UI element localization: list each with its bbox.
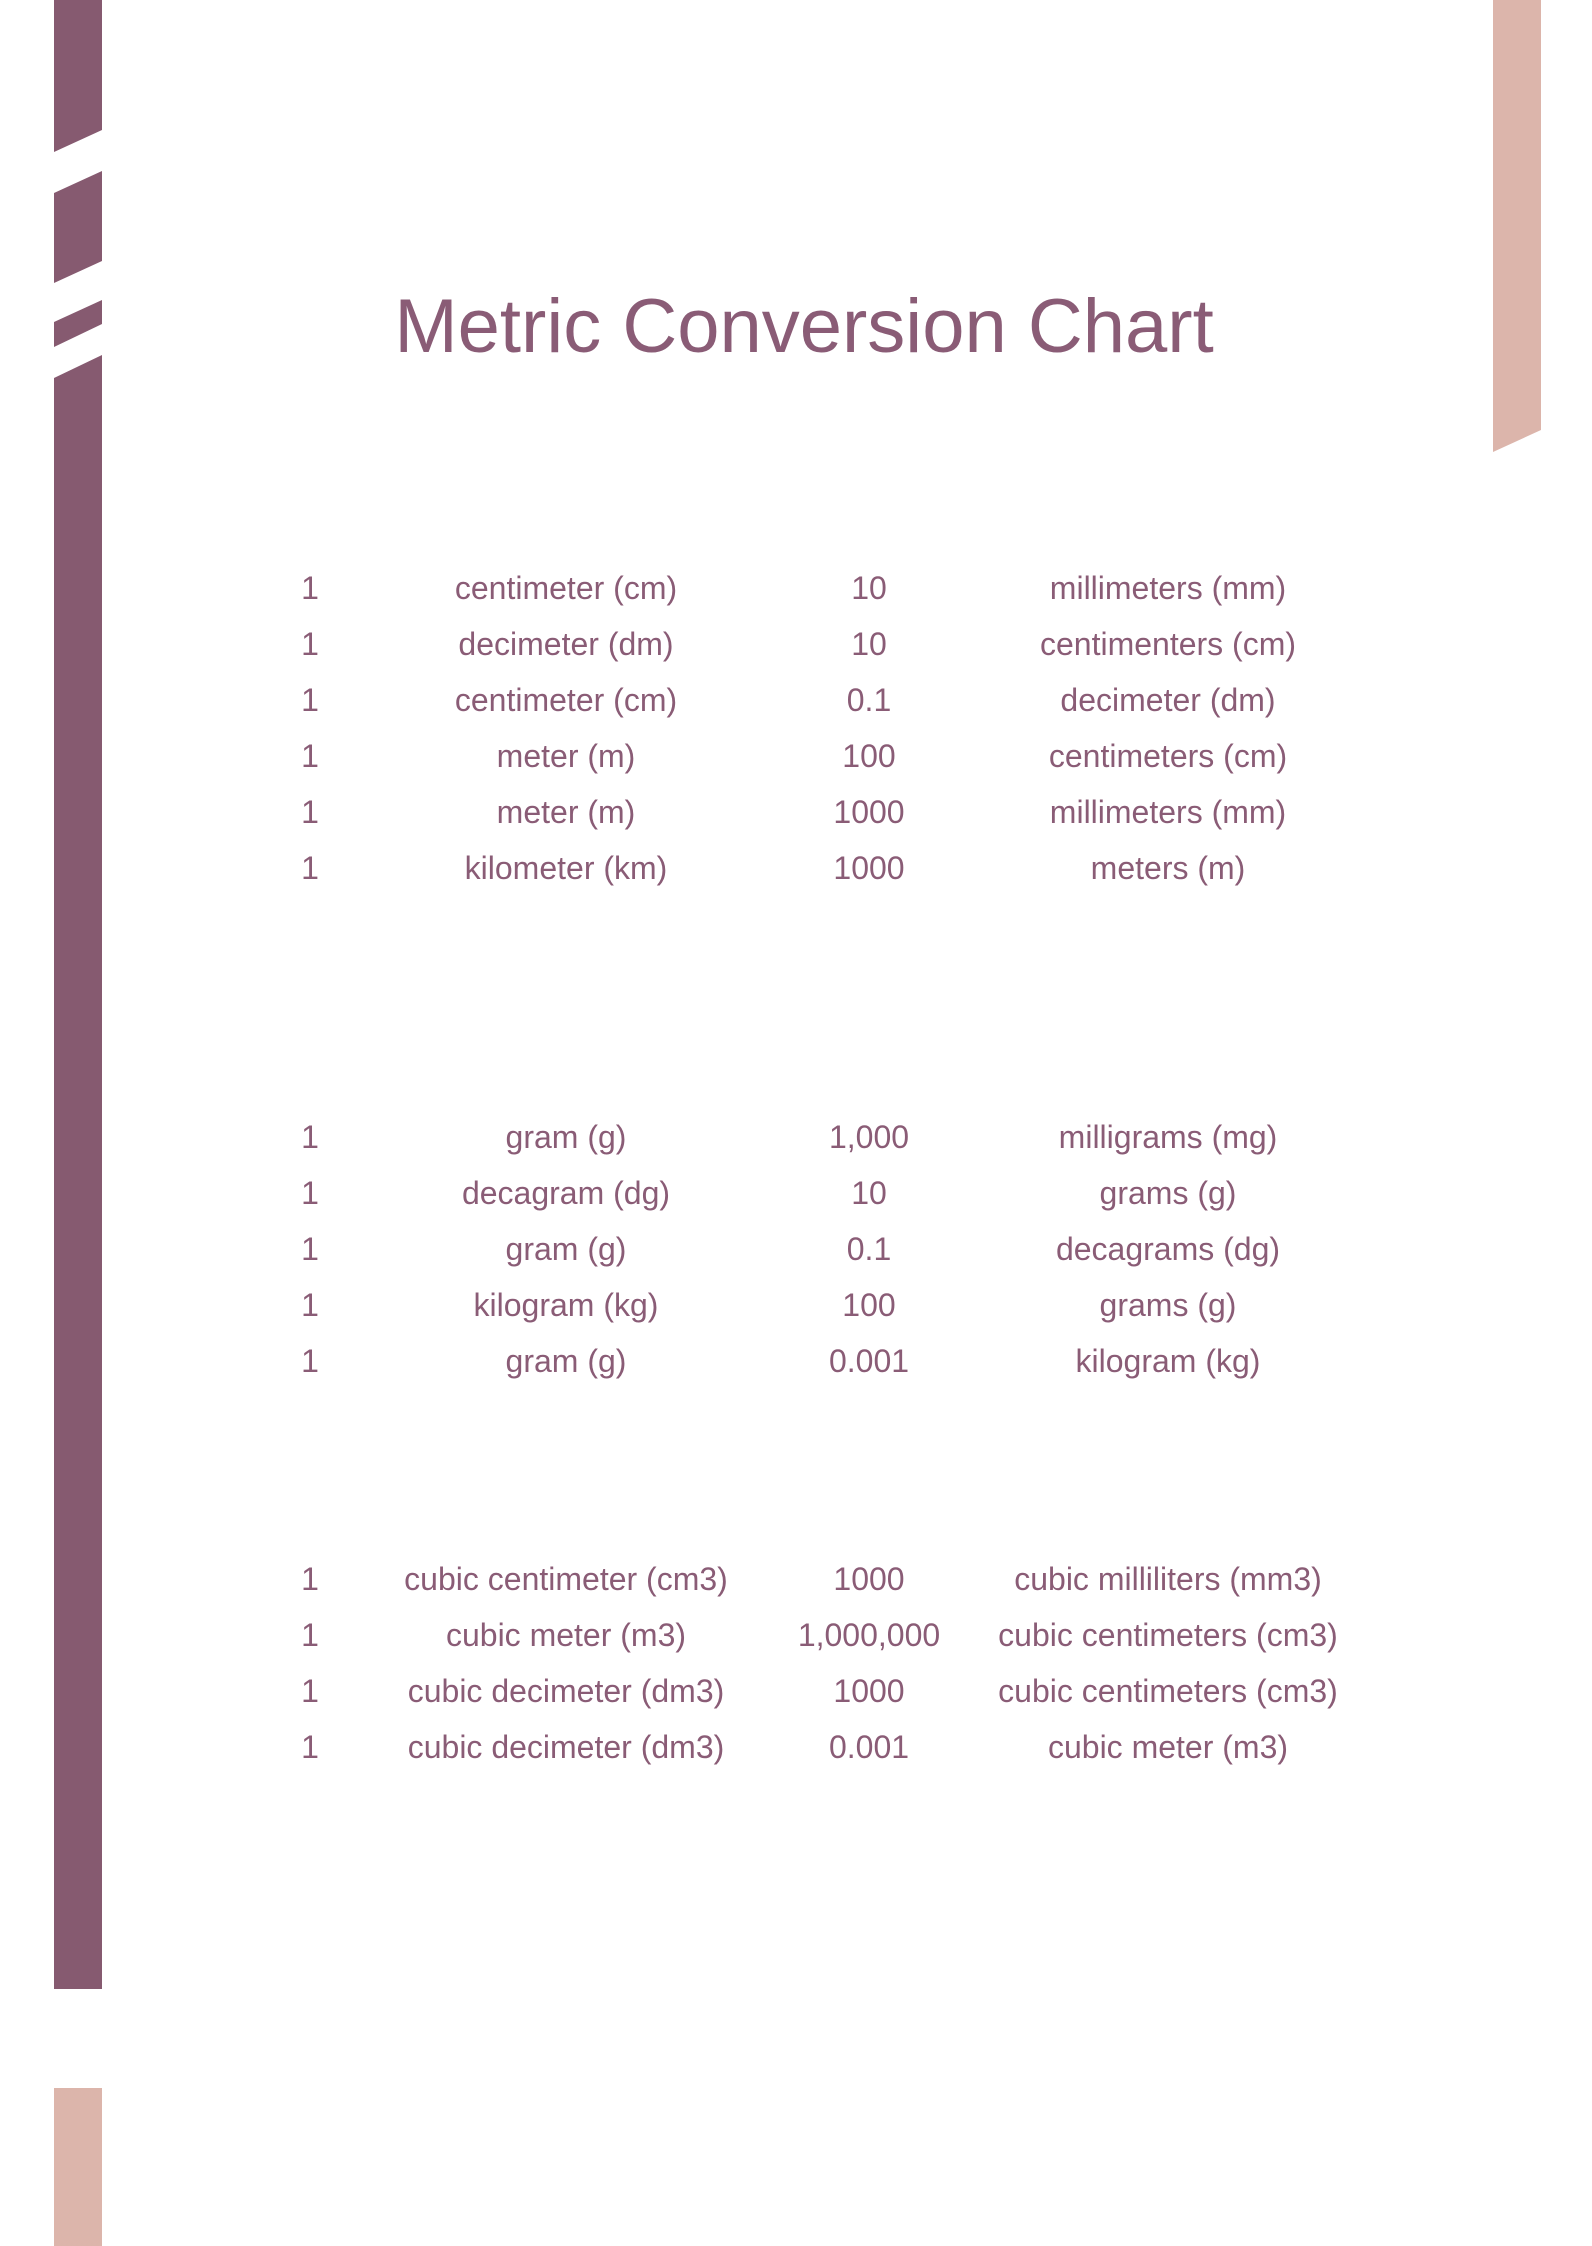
table-row: 1 decagram (dg) 10 grams (g) bbox=[240, 1165, 1350, 1221]
value-cell: 1,000,000 bbox=[797, 1617, 941, 1653]
quantity-cell: 1 bbox=[301, 1287, 319, 1323]
from-unit-cell: meter (m) bbox=[496, 738, 636, 774]
from-unit-cell: decimeter (dm) bbox=[458, 626, 674, 662]
to-unit-cell: grams (g) bbox=[1099, 1287, 1237, 1323]
table-row: 1 centimeter (cm) 0.1 decimeter (dm) bbox=[240, 672, 1350, 728]
from-unit-cell: kilogram (kg) bbox=[473, 1287, 659, 1323]
quantity-cell: 1 bbox=[301, 682, 319, 718]
to-unit-cell: millimeters (mm) bbox=[1049, 570, 1287, 606]
table-row: 1 meter (m) 100 centimeters (cm) bbox=[240, 728, 1350, 784]
quantity-cell: 1 bbox=[301, 738, 319, 774]
to-unit-cell: grams (g) bbox=[1099, 1175, 1237, 1211]
from-unit-cell: cubic meter (m3) bbox=[445, 1617, 687, 1653]
quantity-cell: 1 bbox=[301, 794, 319, 830]
to-unit-cell: milligrams (mg) bbox=[1058, 1119, 1278, 1155]
right-accent-bar bbox=[1493, 0, 1541, 452]
bottom-left-accent-bar bbox=[54, 2088, 102, 2246]
to-unit-cell: centimenters (cm) bbox=[1039, 626, 1297, 662]
from-unit-cell: centimeter (cm) bbox=[454, 682, 678, 718]
value-cell: 10 bbox=[851, 626, 887, 662]
to-unit-cell: cubic meter (m3) bbox=[1047, 1729, 1289, 1765]
from-unit-cell: kilometer (km) bbox=[464, 850, 668, 886]
left-accent-bar-segment-1 bbox=[54, 0, 102, 152]
quantity-cell: 1 bbox=[301, 1175, 319, 1211]
table-row: 1 cubic meter (m3) 1,000,000 cubic centi… bbox=[240, 1607, 1350, 1663]
quantity-cell: 1 bbox=[301, 1231, 319, 1267]
table-row: 1 kilometer (km) 1000 meters (m) bbox=[240, 840, 1350, 896]
table-row: 1 kilogram (kg) 100 grams (g) bbox=[240, 1277, 1350, 1333]
quantity-cell: 1 bbox=[301, 1729, 319, 1765]
table-row: 1 gram (g) 0.1 decagrams (dg) bbox=[240, 1221, 1350, 1277]
value-cell: 1,000 bbox=[828, 1119, 910, 1155]
to-unit-cell: centimeters (cm) bbox=[1048, 738, 1288, 774]
table-row: 1 centimeter (cm) 10 millimeters (mm) bbox=[240, 560, 1350, 616]
to-unit-cell: meters (m) bbox=[1090, 850, 1246, 886]
from-unit-cell: centimeter (cm) bbox=[454, 570, 678, 606]
table-row: 1 cubic centimeter (cm3) 1000 cubic mill… bbox=[240, 1551, 1350, 1607]
left-accent-bar-segment-4 bbox=[54, 355, 102, 1989]
quantity-cell: 1 bbox=[301, 1673, 319, 1709]
length-conversion-table: 1 centimeter (cm) 10 millimeters (mm) 1 … bbox=[240, 560, 1350, 896]
quantity-cell: 1 bbox=[301, 1617, 319, 1653]
quantity-cell: 1 bbox=[301, 570, 319, 606]
value-cell: 0.1 bbox=[846, 682, 892, 718]
mass-conversion-table: 1 gram (g) 1,000 milligrams (mg) 1 decag… bbox=[240, 1109, 1350, 1389]
volume-conversion-table: 1 cubic centimeter (cm3) 1000 cubic mill… bbox=[240, 1551, 1350, 1775]
from-unit-cell: cubic decimeter (dm3) bbox=[407, 1673, 725, 1709]
left-accent-bar-segment-2 bbox=[54, 171, 102, 283]
from-unit-cell: gram (g) bbox=[505, 1119, 627, 1155]
from-unit-cell: gram (g) bbox=[505, 1343, 627, 1379]
value-cell: 1000 bbox=[833, 1561, 905, 1597]
value-cell: 1000 bbox=[833, 794, 905, 830]
value-cell: 100 bbox=[842, 1287, 896, 1323]
from-unit-cell: cubic decimeter (dm3) bbox=[407, 1729, 725, 1765]
value-cell: 0.001 bbox=[828, 1729, 910, 1765]
from-unit-cell: decagram (dg) bbox=[461, 1175, 671, 1211]
value-cell: 10 bbox=[851, 570, 887, 606]
value-cell: 0.1 bbox=[846, 1231, 892, 1267]
table-row: 1 meter (m) 1000 millimeters (mm) bbox=[240, 784, 1350, 840]
value-cell: 10 bbox=[851, 1175, 887, 1211]
to-unit-cell: cubic milliliters (mm3) bbox=[1014, 1561, 1322, 1597]
from-unit-cell: cubic centimeter (cm3) bbox=[404, 1561, 728, 1597]
quantity-cell: 1 bbox=[301, 1343, 319, 1379]
value-cell: 0.001 bbox=[828, 1343, 910, 1379]
table-row: 1 cubic decimeter (dm3) 0.001 cubic mete… bbox=[240, 1719, 1350, 1775]
table-row: 1 decimeter (dm) 10 centimenters (cm) bbox=[240, 616, 1350, 672]
to-unit-cell: cubic centimeters (cm3) bbox=[998, 1673, 1338, 1709]
value-cell: 100 bbox=[842, 738, 896, 774]
quantity-cell: 1 bbox=[301, 850, 319, 886]
value-cell: 1000 bbox=[833, 850, 905, 886]
to-unit-cell: kilogram (kg) bbox=[1075, 1343, 1261, 1379]
table-row: 1 gram (g) 1,000 milligrams (mg) bbox=[240, 1109, 1350, 1165]
table-row: 1 gram (g) 0.001 kilogram (kg) bbox=[240, 1333, 1350, 1389]
to-unit-cell: decagrams (dg) bbox=[1055, 1231, 1281, 1267]
to-unit-cell: decimeter (dm) bbox=[1060, 682, 1276, 718]
table-row: 1 cubic decimeter (dm3) 1000 cubic centi… bbox=[240, 1663, 1350, 1719]
from-unit-cell: gram (g) bbox=[505, 1231, 627, 1267]
value-cell: 1000 bbox=[833, 1673, 905, 1709]
to-unit-cell: millimeters (mm) bbox=[1049, 794, 1287, 830]
quantity-cell: 1 bbox=[301, 626, 319, 662]
page-title: Metric Conversion Chart bbox=[394, 284, 1214, 369]
quantity-cell: 1 bbox=[301, 1119, 319, 1155]
quantity-cell: 1 bbox=[301, 1561, 319, 1597]
to-unit-cell: cubic centimeters (cm3) bbox=[998, 1617, 1338, 1653]
from-unit-cell: meter (m) bbox=[496, 794, 636, 830]
